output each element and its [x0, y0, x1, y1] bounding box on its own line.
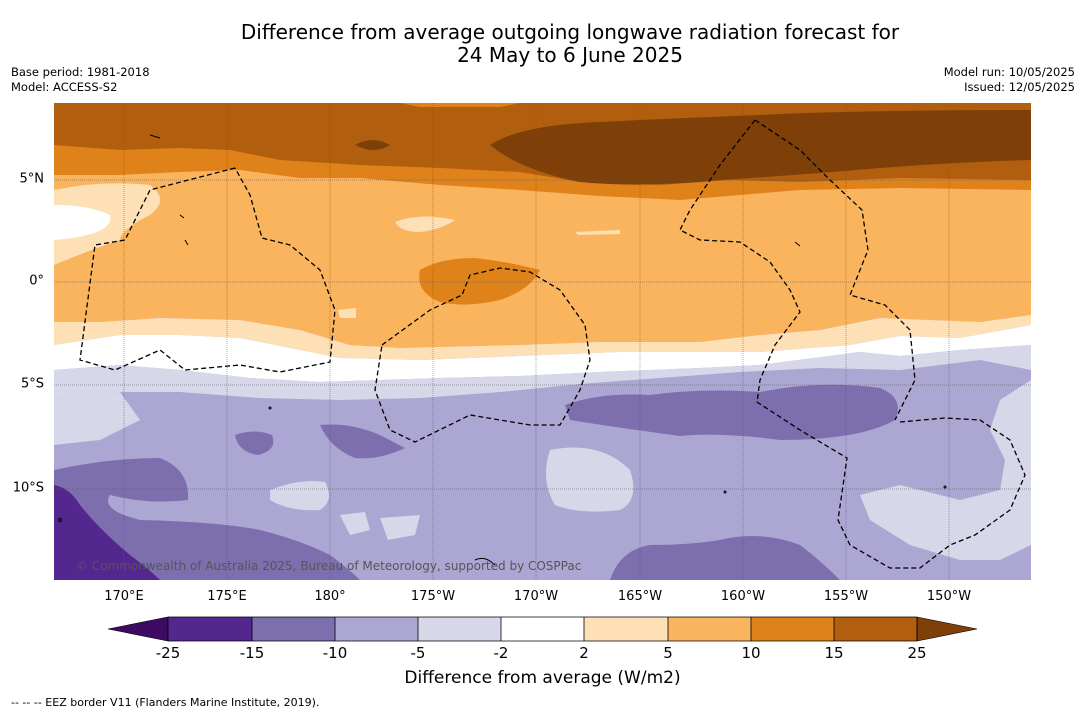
x-tick-170e: 170°E [104, 589, 144, 604]
eez-borders [79, 119, 1026, 569]
field-above-25 [490, 110, 1031, 185]
x-tick-150w: 150°W [926, 589, 972, 604]
map-title: Difference from average outgoing longwav… [0, 21, 1085, 67]
colorbar-tick: 2 [579, 644, 589, 662]
field-minus5-minus2-patch3 [340, 512, 370, 535]
map-title-line2: 24 May to 6 June 2025 [457, 43, 683, 67]
field-above-25-patch [355, 140, 390, 150]
meta-right: Model run: 10/05/2025 Issued: 12/05/2025 [944, 65, 1075, 95]
base-period: Base period: 1981-2018 [11, 65, 150, 79]
colorbar-segment-9 [834, 617, 917, 641]
field-minus15-minus10-central [565, 384, 898, 440]
colorbar-segment-7 [668, 617, 751, 641]
x-tick-170w: 170°W [513, 589, 559, 604]
colorbar-tick: 5 [663, 644, 673, 662]
y-tick-0: 0° [29, 273, 44, 289]
colorbar-segment-3 [335, 617, 418, 641]
colorbar-tick: -10 [322, 644, 348, 662]
x-tick-175e: 175°E [207, 589, 247, 604]
colorbar-dividers [167, 616, 918, 642]
meta-left: Base period: 1981-2018 Model: ACCESS-S2 [11, 65, 150, 95]
colorbar-extend-low [107, 616, 169, 642]
x-tick-160w: 160°W [720, 589, 766, 604]
colorbar-tick: 25 [907, 644, 927, 662]
y-tick-10s: 10°S [12, 480, 44, 496]
map-title-line1: Difference from average outgoing longwav… [240, 20, 900, 44]
field-10-15-strip [400, 103, 520, 107]
field-minus5-minus2-west [54, 392, 140, 445]
y-tick-5s: 5°S [20, 376, 44, 392]
map-fields [54, 103, 1031, 580]
islands [58, 134, 947, 566]
eez-footnote: -- -- -- EEZ border V11 (Flanders Marine… [11, 696, 320, 709]
colorbar-segment-1 [168, 617, 252, 641]
colorbar-tick: 10 [741, 644, 761, 662]
colorbar-segment-5 [501, 617, 584, 641]
copyright-notice: © Commonwealth of Australia 2025, Bureau… [76, 559, 582, 573]
field-minus5-minus2-patch1 [546, 447, 634, 512]
x-tick-175w: 175°W [410, 589, 456, 604]
field-minus15-minus10-patch1 [320, 424, 405, 459]
field-10-15-patch [419, 258, 540, 305]
colorbar-tick: -25 [155, 644, 181, 662]
field-2-5-patch1 [395, 216, 455, 232]
colorbar-tick: -15 [239, 644, 265, 662]
field-neutral-west [54, 205, 111, 240]
colorbar-segment-4 [418, 617, 501, 641]
colorbar-segment-2 [252, 617, 335, 641]
x-tick-165w: 165°W [617, 589, 663, 604]
colorbar-extend-high [916, 616, 978, 642]
field-minus25-minus15 [54, 485, 160, 580]
colorbar-segment-8 [751, 617, 834, 641]
field-minus15-minus10-south [610, 536, 840, 580]
colorbar-tick: 15 [824, 644, 844, 662]
field-2-5-patch2 [575, 230, 620, 235]
model-name: Model: ACCESS-S2 [11, 80, 118, 94]
field-minus5-minus2 [54, 345, 1031, 400]
field-minus5-minus2-patch4 [380, 515, 420, 540]
field-2-5-patch3 [338, 308, 356, 318]
field-minus5-minus2-east [860, 380, 1031, 560]
field-minus5-minus2-patch2 [270, 481, 329, 511]
model-run: Model run: 10/05/2025 [943, 65, 1075, 79]
field-2-5-south [54, 315, 1031, 360]
field-minus15-minus10-patch2 [235, 431, 274, 455]
colorbar [107, 616, 978, 642]
colorbar-segment-6 [584, 617, 668, 641]
issued-date: Issued: 12/05/2025 [964, 80, 1075, 94]
colorbar-label: Difference from average (W/m2) [404, 668, 681, 688]
graticule [54, 103, 1031, 580]
y-tick-5n: 5°N [19, 171, 45, 187]
colorbar-tick: -2 [493, 644, 509, 662]
x-tick-155w: 155°W [823, 589, 869, 604]
colorbar-tick: -5 [410, 644, 426, 662]
x-tick-180: 180° [314, 589, 346, 604]
field-minus15-minus10-southwest [54, 458, 360, 580]
